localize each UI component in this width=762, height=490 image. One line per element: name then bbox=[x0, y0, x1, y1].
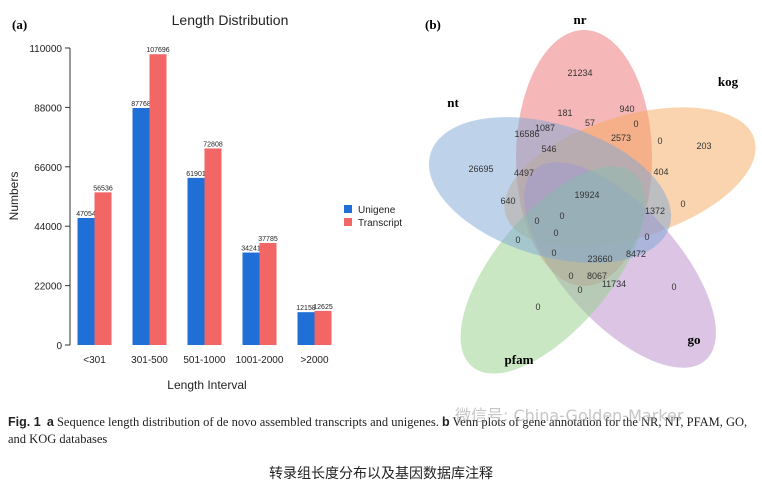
legend-swatch-transcript bbox=[344, 218, 352, 226]
venn-region-value: 640 bbox=[500, 196, 515, 206]
legend-swatch-unigene bbox=[344, 205, 352, 213]
y-tick-label: 22000 bbox=[34, 282, 62, 293]
x-tick-label: 501-1000 bbox=[183, 355, 226, 366]
sub-caption: 转录组长度分布以及基因数据库注释 bbox=[269, 466, 493, 482]
x-tick-label: 1001-2000 bbox=[236, 355, 284, 366]
set-label-nr: nr bbox=[574, 12, 587, 27]
panel-label-a: (a) bbox=[12, 17, 27, 32]
legend-label-transcript: Transcript bbox=[358, 218, 402, 229]
x-tick-label: >2000 bbox=[300, 355, 329, 366]
venn-set-labels: nr kog go pfam nt bbox=[447, 12, 738, 367]
venn-region-value: 0 bbox=[535, 302, 540, 312]
y-tick-label: 0 bbox=[56, 341, 62, 352]
venn-region-value: 26695 bbox=[468, 164, 493, 174]
y-axis-ticks: 0 22000 44000 66000 88000 110000 bbox=[29, 44, 70, 352]
venn-region-value: 0 bbox=[671, 282, 676, 292]
bar-transcript bbox=[204, 148, 222, 345]
bar-transcript bbox=[259, 242, 277, 345]
venn-region-value: 1372 bbox=[645, 206, 665, 216]
venn-region-value: 0 bbox=[551, 248, 556, 258]
venn-region-value: 940 bbox=[619, 104, 634, 114]
legend: Unigene Transcript bbox=[344, 205, 402, 229]
venn-region-value: 0 bbox=[633, 119, 638, 129]
bar-series: 47054 56536 87768 107696 61901 72808 34241 3778… bbox=[76, 47, 333, 346]
venn-region-value: 0 bbox=[680, 199, 685, 209]
y-axis-label: Numbers bbox=[7, 172, 21, 221]
venn-region-value: 546 bbox=[541, 144, 556, 154]
venn-region-value: 0 bbox=[534, 216, 539, 226]
venn-region-value: 203 bbox=[696, 141, 711, 151]
bar-value-label: 61901 bbox=[186, 171, 206, 178]
watermark: 微信号: China-Golden-Marker bbox=[455, 406, 684, 425]
bar-unigene bbox=[132, 108, 150, 345]
bar-value-label: 34241 bbox=[241, 246, 261, 253]
x-axis-ticks: <301 301-500 501-1000 1001-2000 >2000 bbox=[83, 355, 329, 366]
x-tick-label: <301 bbox=[83, 355, 106, 366]
venn-region-value: 8067 bbox=[587, 271, 607, 281]
venn-region-value: 181 bbox=[557, 108, 572, 118]
caption-panel-a: a bbox=[46, 415, 54, 429]
panel-label-b: (b) bbox=[425, 17, 441, 32]
bar-value-label: 37785 bbox=[258, 236, 278, 243]
figure-caption: Fig. 1 a Sequence length distribution of… bbox=[8, 414, 756, 448]
venn-region-value: 0 bbox=[644, 232, 649, 242]
set-label-nt: nt bbox=[447, 95, 459, 110]
x-axis-label: Length Interval bbox=[167, 378, 246, 392]
bar-transcript bbox=[314, 310, 332, 345]
bar-transcript bbox=[94, 192, 112, 345]
venn-region-value: 0 bbox=[577, 285, 582, 295]
ellipse-nt bbox=[428, 117, 672, 263]
venn-region-value: 2573 bbox=[611, 133, 631, 143]
caption-text-b: Venn plots of gene annotation for the NR… bbox=[8, 415, 748, 446]
caption-text-a: Sequence length distribution of de novo … bbox=[56, 415, 439, 429]
y-tick-label: 88000 bbox=[34, 103, 62, 114]
bar-value-label: 12625 bbox=[313, 304, 333, 311]
venn-region-value: 19924 bbox=[574, 190, 599, 200]
venn-region-value: 0 bbox=[657, 136, 662, 146]
bar-value-label: 56536 bbox=[93, 185, 113, 192]
caption-fig-label: Fig. 1 bbox=[8, 415, 41, 429]
bar-value-label: 72808 bbox=[203, 141, 223, 148]
venn-region-value: 21234 bbox=[567, 68, 592, 78]
y-tick-label: 110000 bbox=[29, 44, 62, 55]
bar-unigene bbox=[297, 312, 315, 345]
bar-unigene bbox=[187, 177, 205, 345]
venn-diagram: (b) nr kog go pfam nt 212342030026695940… bbox=[425, 12, 756, 374]
bar-value-label: 12158 bbox=[296, 305, 316, 312]
venn-region-value: 0 bbox=[515, 235, 520, 245]
y-tick-label: 66000 bbox=[34, 163, 62, 174]
venn-region-value: 1087 bbox=[535, 123, 555, 133]
bar-value-label: 47054 bbox=[76, 211, 96, 218]
set-label-kog: kog bbox=[718, 74, 739, 89]
x-tick-label: 301-500 bbox=[131, 355, 168, 366]
venn-region-value: 11734 bbox=[602, 279, 626, 289]
venn-region-value: 0 bbox=[559, 211, 564, 221]
bar-value-label: 107696 bbox=[146, 47, 169, 54]
legend-label-unigene: Unigene bbox=[358, 205, 396, 216]
bar-transcript bbox=[149, 54, 167, 346]
venn-ellipses bbox=[428, 30, 756, 374]
bar-unigene bbox=[77, 217, 95, 345]
venn-region-value: 404 bbox=[653, 167, 668, 177]
venn-region-value: 0 bbox=[568, 271, 573, 281]
y-tick-label: 44000 bbox=[34, 222, 62, 233]
venn-region-value: 0 bbox=[553, 228, 558, 238]
venn-region-value: 57 bbox=[585, 118, 595, 128]
venn-region-value: 4497 bbox=[514, 168, 534, 178]
venn-region-value: 8472 bbox=[626, 249, 646, 259]
bar-value-label: 87768 bbox=[131, 101, 151, 108]
set-label-pfam: pfam bbox=[505, 352, 534, 367]
venn-region-value: 23660 bbox=[587, 254, 612, 264]
length-distribution-chart: (a) Length Distribution Numbers Length I… bbox=[7, 12, 402, 392]
venn-region-value: 16586 bbox=[514, 129, 539, 139]
chart-title: Length Distribution bbox=[172, 12, 289, 28]
caption-panel-b: b bbox=[441, 415, 450, 429]
bar-unigene bbox=[242, 252, 260, 345]
set-label-go: go bbox=[688, 332, 701, 347]
